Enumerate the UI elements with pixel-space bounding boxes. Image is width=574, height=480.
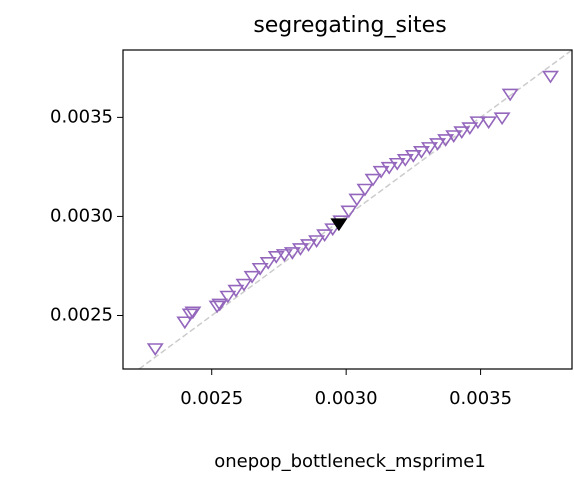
scatter-point (421, 142, 438, 155)
scatter-point (348, 193, 366, 207)
scatter-point (275, 249, 293, 262)
chart-title: segregating_sites (253, 13, 446, 38)
scatter-point (461, 122, 479, 136)
scatter-point (308, 235, 326, 248)
scatter-point (372, 165, 390, 179)
scatter-point (429, 138, 447, 151)
scatter-point (300, 239, 318, 252)
scatter-point (324, 223, 342, 237)
scatter-point (211, 298, 229, 312)
scatter-point (412, 146, 430, 159)
scatter-point (267, 251, 285, 264)
scatter-point (291, 243, 309, 256)
scatter-point (208, 300, 226, 314)
reference-line (138, 49, 573, 370)
x-tick-label: 0.0035 (449, 388, 512, 409)
scatter-point (243, 270, 261, 284)
x-tick-label: 0.0030 (315, 388, 378, 409)
scatter-point (176, 316, 194, 330)
scatter-point (316, 229, 334, 243)
scatter-point (283, 247, 301, 260)
scatter-point (396, 153, 414, 167)
scatter-point (227, 284, 245, 298)
scatter-point (437, 134, 455, 147)
x-tick-label: 0.0025 (180, 388, 243, 409)
scatter-point (501, 88, 519, 102)
scatter-point (184, 306, 202, 320)
scatter-point (235, 278, 253, 292)
y-tick-label: 0.0035 (50, 106, 113, 127)
scatter-point (251, 262, 269, 276)
scatter-point (364, 173, 382, 187)
scatter-point (541, 70, 559, 84)
scatter-point (388, 157, 406, 171)
scatter-point (181, 308, 199, 322)
scatter-point (445, 130, 463, 143)
scatter-point (219, 290, 237, 304)
y-tick-label: 0.0025 (50, 305, 113, 326)
plot-frame (122, 49, 573, 370)
scatter-point (493, 112, 511, 126)
scatter-point (330, 218, 348, 232)
scatter-point (453, 126, 471, 139)
scatter-point (469, 116, 487, 130)
scatter-point (380, 161, 398, 175)
scatter-point (480, 116, 498, 130)
scatter-point (259, 257, 277, 270)
scatter-point (340, 205, 358, 219)
scatter-point (146, 343, 164, 356)
y-tick-label: 0.0030 (50, 205, 113, 226)
scatter-point (356, 183, 374, 197)
scatter-point (404, 150, 422, 163)
x-axis-label: onepop_bottleneck_msprime1 (214, 451, 486, 472)
